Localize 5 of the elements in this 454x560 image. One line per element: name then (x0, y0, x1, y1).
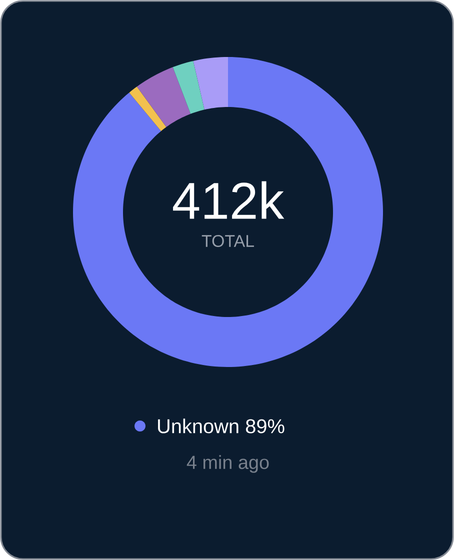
text: 412k (173, 181, 284, 219)
text: 4 min ago (186, 455, 269, 473)
data-label: 89% (246, 419, 284, 434)
text: TOTAL (202, 234, 254, 247)
legend-label: Unknown (158, 418, 238, 434)
